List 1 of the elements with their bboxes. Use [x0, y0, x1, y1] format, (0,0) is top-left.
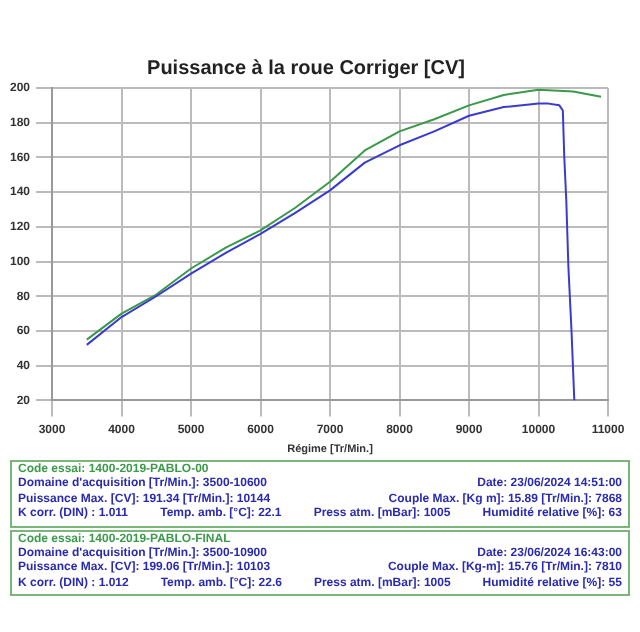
- chart-title: Puissance à la roue Corriger [CV]: [147, 57, 465, 80]
